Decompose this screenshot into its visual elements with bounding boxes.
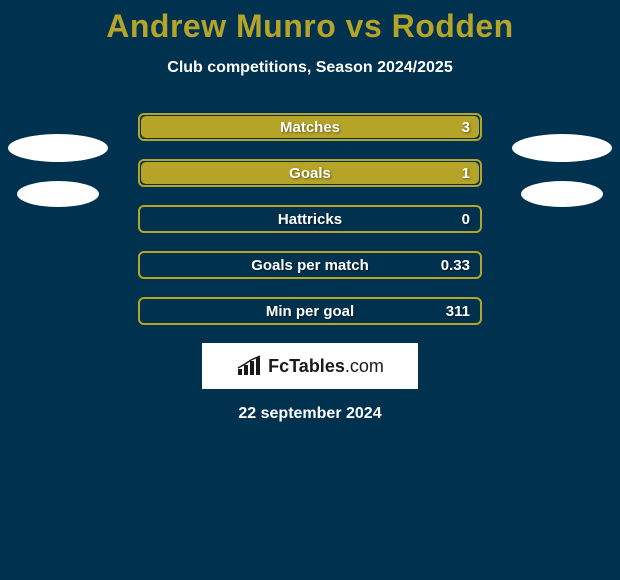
logo-text-main: FcTables	[268, 356, 345, 376]
logo-text-suffix: .com	[345, 356, 384, 376]
stats-area: Matches 3 Goals 1 Hattricks 0 Goals per …	[0, 113, 620, 325]
ellipse-icon	[521, 181, 603, 207]
stat-bar-label: Matches	[140, 119, 480, 136]
stat-bar: Min per goal 311	[138, 297, 482, 325]
stat-bar-value: 0.33	[441, 257, 470, 274]
comparison-card: Andrew Munro vs Rodden Club competitions…	[0, 0, 620, 580]
player-right-silhouette-2	[510, 159, 614, 229]
subtitle: Club competitions, Season 2024/2025	[0, 59, 620, 77]
stat-bar: Matches 3	[138, 113, 482, 141]
stat-bar: Hattricks 0	[138, 205, 482, 233]
site-logo[interactable]: FcTables.com	[202, 343, 418, 389]
stat-bar: Goals per match 0.33	[138, 251, 482, 279]
logo-text: FcTables.com	[268, 356, 384, 377]
bar-chart-icon	[236, 355, 264, 377]
stat-bars: Matches 3 Goals 1 Hattricks 0 Goals per …	[138, 113, 482, 325]
date-label: 22 september 2024	[0, 405, 620, 423]
ellipse-icon	[512, 134, 612, 162]
stat-bar-label: Hattricks	[140, 211, 480, 228]
stat-bar-label: Min per goal	[140, 303, 480, 320]
page-title: Andrew Munro vs Rodden	[0, 0, 620, 45]
ellipse-icon	[17, 181, 99, 207]
stat-bar-value: 1	[462, 165, 470, 182]
player-left-silhouette-2	[6, 159, 110, 229]
stat-bar-label: Goals per match	[140, 257, 480, 274]
stat-bar-value: 3	[462, 119, 470, 136]
stat-bar-value: 0	[462, 211, 470, 228]
ellipse-icon	[8, 134, 108, 162]
stat-bar-label: Goals	[140, 165, 480, 182]
stat-bar: Goals 1	[138, 159, 482, 187]
stat-bar-value: 311	[446, 303, 470, 320]
